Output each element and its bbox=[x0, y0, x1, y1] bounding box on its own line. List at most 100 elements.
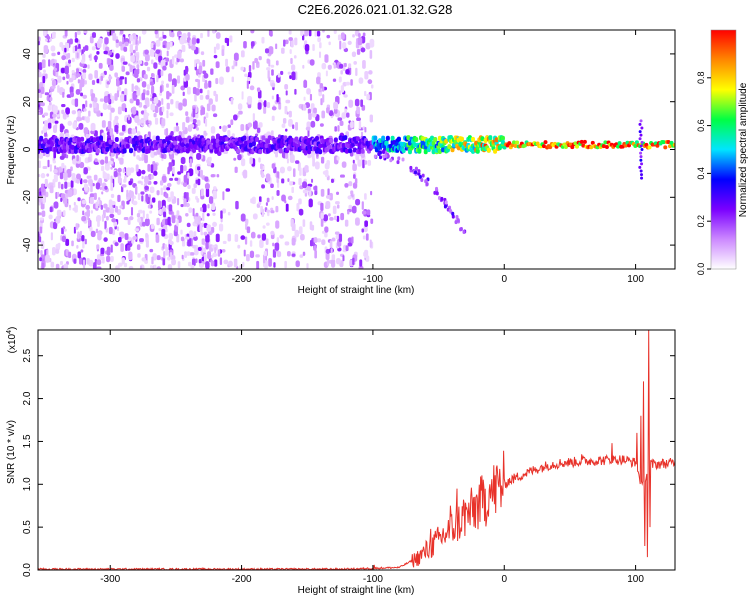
heatmap-cell bbox=[177, 197, 180, 206]
heatmap-cell bbox=[257, 89, 262, 99]
heatmap-cell bbox=[268, 30, 273, 36]
heatmap-cell bbox=[114, 115, 119, 121]
heatmap-cell bbox=[450, 147, 455, 153]
heatmap-cell bbox=[146, 101, 150, 108]
heatmap-cell bbox=[341, 142, 346, 148]
heatmap-cell bbox=[162, 257, 166, 266]
heatmap-cell bbox=[123, 262, 128, 268]
heatmap-cell bbox=[45, 254, 50, 263]
heatmap-cell bbox=[187, 237, 192, 247]
heatmap-cell bbox=[351, 205, 357, 214]
heatmap-cell bbox=[336, 257, 341, 265]
heatmap-cell bbox=[61, 104, 66, 108]
heatmap-cell bbox=[440, 196, 444, 201]
heatmap-cell bbox=[437, 149, 442, 155]
heatmap-cell bbox=[95, 182, 101, 190]
heatmap-cell bbox=[104, 185, 108, 190]
heatmap-cell bbox=[281, 123, 286, 129]
heatmap-cell bbox=[308, 189, 312, 197]
svg-text:(x104): (x104) bbox=[6, 327, 18, 354]
heatmap-cell bbox=[167, 256, 171, 261]
heatmap-cell bbox=[160, 187, 163, 196]
heatmap-cell bbox=[640, 140, 644, 144]
heatmap-cell bbox=[140, 191, 145, 195]
heatmap-cell bbox=[101, 165, 105, 172]
heatmap-cell bbox=[218, 135, 223, 141]
heatmap-cell bbox=[175, 100, 180, 109]
heatmap-cell bbox=[177, 50, 182, 59]
heatmap-cell bbox=[257, 234, 261, 239]
heatmap-cell bbox=[166, 50, 169, 57]
heatmap-cell bbox=[573, 141, 578, 146]
heatmap-cell bbox=[290, 39, 294, 48]
heatmap-cell bbox=[414, 136, 419, 142]
heatmap-cell bbox=[53, 169, 58, 174]
heatmap-cell bbox=[270, 210, 275, 214]
heatmap-cell bbox=[589, 145, 594, 150]
heatmap-cell bbox=[278, 148, 283, 154]
heatmap-cell bbox=[187, 184, 191, 190]
heatmap-cell bbox=[261, 208, 265, 218]
heatmap-cell bbox=[162, 65, 167, 71]
heatmap-cell bbox=[320, 98, 323, 106]
heatmap-cell bbox=[447, 144, 452, 150]
heatmap-cell bbox=[364, 127, 367, 133]
heatmap-cell bbox=[62, 197, 68, 205]
heatmap-cell bbox=[88, 179, 94, 185]
heatmap-cell bbox=[312, 157, 315, 167]
heatmap-cell bbox=[83, 183, 88, 192]
heatmap-cell bbox=[194, 216, 199, 224]
heatmap-cell bbox=[71, 172, 76, 181]
heatmap-cell bbox=[191, 37, 196, 45]
heatmap-cell bbox=[76, 179, 80, 184]
heatmap-cell bbox=[339, 120, 344, 127]
heatmap-cell bbox=[230, 119, 234, 126]
heatmap-cell bbox=[149, 49, 155, 57]
heatmap-cell bbox=[348, 99, 354, 108]
heatmap-cell bbox=[88, 110, 91, 117]
heatmap-cell bbox=[100, 204, 103, 210]
heatmap-cell bbox=[288, 118, 293, 127]
heatmap-cell bbox=[223, 259, 229, 265]
heatmap-cell bbox=[220, 210, 223, 219]
heatmap-cell bbox=[221, 49, 225, 56]
heatmap-cell bbox=[210, 174, 215, 178]
heatmap-cell bbox=[84, 45, 89, 51]
heatmap-cell bbox=[96, 110, 101, 117]
heatmap-cell bbox=[175, 125, 180, 132]
heatmap-cell bbox=[177, 75, 181, 84]
heatmap-cell bbox=[263, 105, 267, 114]
heatmap-cell bbox=[145, 233, 149, 238]
heatmap-cell bbox=[294, 136, 299, 142]
heatmap-cell bbox=[85, 116, 90, 124]
heatmap-cell bbox=[352, 163, 357, 172]
heatmap-cell bbox=[225, 188, 231, 192]
heatmap-cell bbox=[77, 231, 80, 240]
heatmap-cell bbox=[196, 152, 202, 160]
heatmap-cell bbox=[321, 230, 326, 234]
heatmap-cell bbox=[51, 79, 57, 87]
heatmap-cell bbox=[157, 69, 162, 79]
heatmap-cell bbox=[78, 257, 83, 265]
heatmap-cell bbox=[494, 137, 499, 143]
snr-y-scale-close: ) bbox=[7, 327, 18, 330]
heatmap-cell bbox=[218, 223, 224, 232]
heatmap-cell bbox=[97, 219, 100, 228]
heatmap-cell bbox=[151, 223, 155, 230]
heatmap-cell bbox=[160, 70, 164, 77]
heatmap-x-ticks: -300 -200 -100 0 100 bbox=[100, 30, 644, 285]
heatmap-cell bbox=[166, 182, 172, 188]
heatmap-cell bbox=[106, 255, 111, 263]
heatmap-cell bbox=[59, 260, 64, 266]
heatmap-cell bbox=[397, 156, 401, 161]
heatmap-cell bbox=[333, 30, 337, 35]
heatmap-cell bbox=[639, 158, 643, 162]
heatmap-cell bbox=[71, 69, 75, 74]
heatmap-cell bbox=[199, 169, 203, 178]
heatmap-cell bbox=[213, 186, 217, 191]
heatmap-cell bbox=[215, 233, 220, 243]
heatmap-cell bbox=[360, 148, 365, 154]
heatmap-cell bbox=[164, 243, 167, 249]
heatmap-cell bbox=[57, 51, 61, 56]
heatmap-cell bbox=[448, 208, 452, 213]
